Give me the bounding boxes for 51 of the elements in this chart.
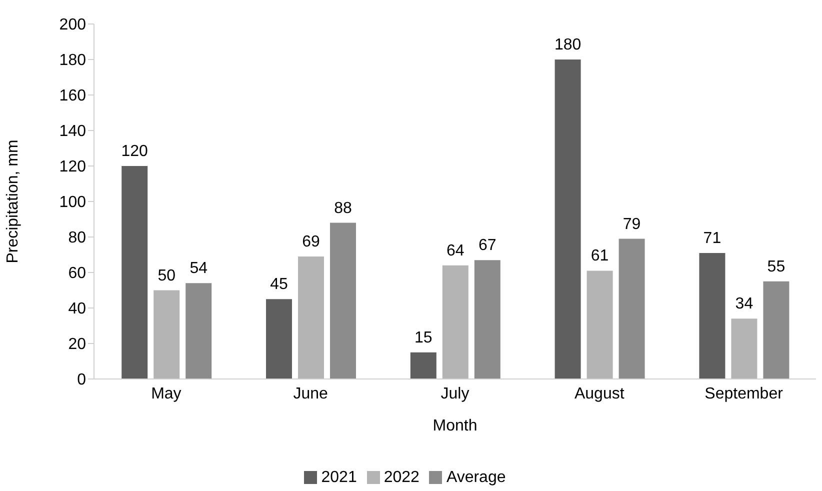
data-label: 71: [703, 230, 722, 247]
y-tick-label: 60: [68, 265, 86, 282]
y-tick-label: 120: [59, 158, 86, 176]
x-tick-label: June: [293, 385, 328, 402]
y-tick-label: 40: [68, 300, 86, 318]
x-axis-title: Month: [432, 417, 478, 434]
bar: [154, 290, 180, 379]
x-tick-label: August: [574, 385, 625, 402]
y-tick-label: 200: [59, 16, 86, 34]
bar: [122, 166, 148, 379]
data-label: 61: [590, 248, 609, 265]
bar: [474, 260, 500, 379]
data-label: 34: [735, 296, 754, 313]
bar: [731, 318, 758, 379]
data-label: 120: [121, 143, 148, 160]
bar: [186, 283, 212, 379]
bar: [554, 60, 581, 379]
data-label: 45: [270, 276, 288, 294]
y-tick-label: 100: [59, 194, 86, 212]
data-label: 50: [158, 267, 176, 284]
bar: [763, 281, 790, 379]
x-tick-label: September: [704, 385, 784, 402]
legend-label: Average: [446, 469, 506, 486]
data-label: 79: [622, 216, 641, 233]
data-label: 15: [414, 329, 432, 346]
bar: [298, 256, 324, 379]
bar: [586, 270, 613, 379]
data-label: 88: [334, 200, 352, 217]
data-label: 55: [767, 258, 786, 276]
y-tick-label: 0: [77, 372, 86, 389]
bar: [410, 352, 436, 379]
data-label: 67: [478, 237, 496, 254]
y-tick-label: 180: [59, 52, 86, 70]
bar: [618, 238, 645, 379]
data-label: 69: [302, 234, 320, 251]
data-label: 64: [446, 242, 464, 260]
data-label: 54: [190, 260, 208, 278]
bar: [330, 222, 356, 379]
y-axis-title: Precipitation, mm: [4, 140, 22, 264]
bar: [699, 252, 726, 379]
y-tick-label: 20: [68, 336, 86, 354]
y-tick-label: 140: [59, 123, 86, 140]
x-tick-label: July: [440, 385, 470, 402]
data-label: 180: [554, 36, 582, 54]
legend-label: 2021: [321, 469, 357, 486]
bar: [442, 265, 468, 379]
y-tick-label: 80: [68, 230, 86, 247]
x-tick-label: May: [151, 385, 182, 402]
bar: [266, 299, 292, 379]
legend-label: 2022: [384, 469, 420, 486]
y-tick-label: 160: [59, 88, 86, 105]
